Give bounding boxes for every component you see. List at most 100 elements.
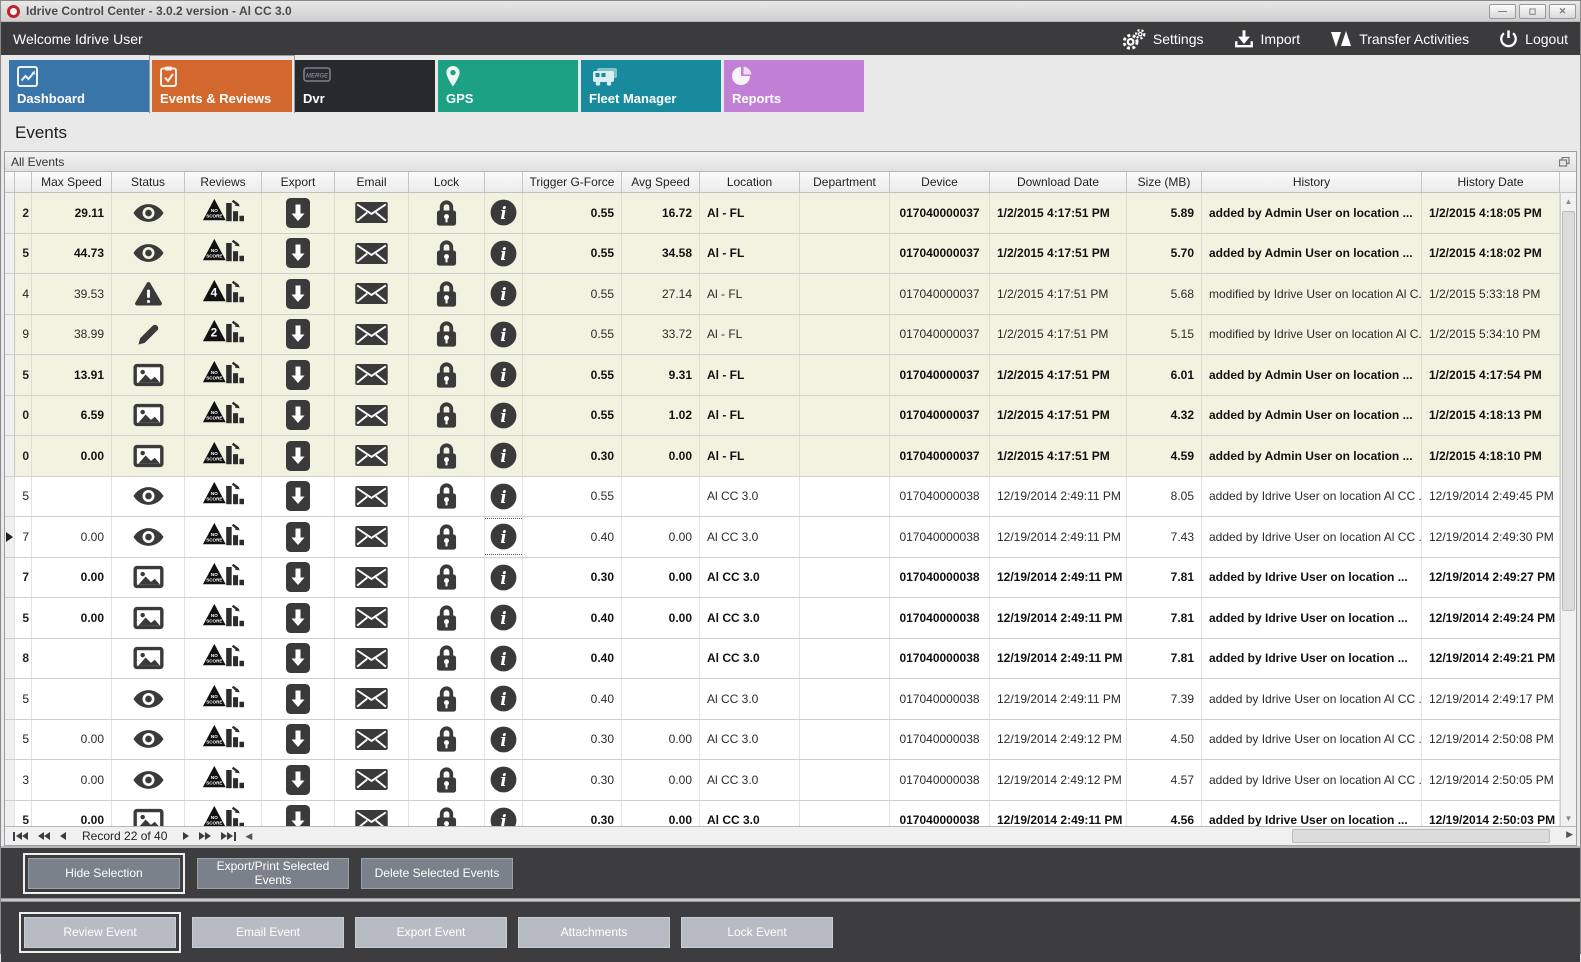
lock-icon[interactable]: [436, 442, 457, 470]
lock-icon[interactable]: [436, 482, 457, 510]
close-button[interactable]: ✕: [1549, 3, 1576, 19]
export-icon[interactable]: [286, 643, 310, 674]
table-row[interactable]: 7 0.00 NO SCORE i 0.30 0.00 Al CC 3.0 0170400000…: [5, 557, 1560, 598]
table-row[interactable]: 5 NO SCORE i 0.40 Al CC 3.0 017040000038 12/19/…: [5, 679, 1560, 720]
tab-dvr[interactable]: MERGE Dvr: [295, 60, 435, 112]
horizontal-scroll-thumb[interactable]: [1292, 829, 1550, 843]
next-page-button[interactable]: [195, 827, 215, 845]
email-icon[interactable]: [355, 566, 388, 588]
table-row[interactable]: 0 0.00 NO SCORE i 0.30 0.00 Al - FL 017040000037…: [5, 436, 1560, 477]
lock-icon[interactable]: [436, 563, 457, 591]
tab-dashboard[interactable]: Dashboard: [9, 60, 149, 112]
maximize-button[interactable]: ◻: [1519, 3, 1546, 19]
hide-selection-button[interactable]: Hide Selection: [28, 857, 180, 889]
export-print-selected-events-button[interactable]: Export/Print Selected Events: [197, 857, 349, 889]
review-event-button[interactable]: Review Event: [24, 916, 176, 948]
email-icon[interactable]: [355, 283, 388, 305]
info-icon[interactable]: i: [490, 807, 517, 826]
export-icon[interactable]: [286, 562, 310, 593]
email-icon[interactable]: [355, 202, 388, 224]
column-header-max_speed[interactable]: Max Speed: [32, 172, 112, 192]
export-icon[interactable]: [286, 481, 310, 512]
export-icon[interactable]: [286, 683, 310, 714]
export-icon[interactable]: [286, 440, 310, 471]
export-icon[interactable]: [286, 238, 310, 269]
first-record-button[interactable]: [9, 827, 32, 845]
column-header-email[interactable]: Email: [335, 172, 409, 192]
email-icon[interactable]: [355, 445, 388, 467]
email-icon[interactable]: [355, 242, 388, 264]
lock-icon[interactable]: [436, 199, 457, 227]
export-icon[interactable]: [286, 764, 310, 795]
info-icon[interactable]: i: [490, 240, 517, 267]
lock-icon[interactable]: [436, 604, 457, 632]
email-icon[interactable]: [355, 728, 388, 750]
hscroll-right-icon[interactable]: ▶: [1566, 829, 1573, 839]
prev-page-button[interactable]: [34, 827, 54, 845]
scroll-down-icon[interactable]: ▼: [1564, 813, 1573, 823]
column-header-lock[interactable]: Lock: [409, 172, 485, 192]
info-icon[interactable]: i: [490, 523, 517, 550]
email-event-button[interactable]: Email Event: [192, 916, 344, 948]
table-row[interactable]: 2 29.11 NO SCORE i 0.55 16.72 Al - FL 0170400000…: [5, 193, 1560, 234]
export-icon[interactable]: [286, 400, 310, 431]
restore-panel-icon[interactable]: [1559, 156, 1570, 167]
column-header-export[interactable]: Export: [262, 172, 335, 192]
column-header-download_date[interactable]: Download Date: [990, 172, 1127, 192]
column-header-indicator[interactable]: [5, 172, 15, 192]
email-icon[interactable]: [355, 404, 388, 426]
info-icon[interactable]: i: [490, 483, 517, 510]
table-row[interactable]: 0 6.59 NO SCORE i 0.55 1.02 Al - FL 017040000037…: [5, 395, 1560, 436]
lock-icon[interactable]: [436, 725, 457, 753]
lock-icon[interactable]: [436, 685, 457, 713]
info-icon[interactable]: i: [490, 280, 517, 307]
info-icon[interactable]: i: [490, 645, 517, 672]
lock-event-button[interactable]: Lock Event: [681, 916, 833, 948]
table-row[interactable]: 7 0.00 NO SCORE i 0.40 0.00 Al CC 3.0 0170400000…: [5, 517, 1560, 558]
info-icon[interactable]: i: [490, 402, 517, 429]
lock-icon[interactable]: [436, 644, 457, 672]
column-header-trigger_g_force[interactable]: Trigger G-Force: [523, 172, 622, 192]
lock-icon[interactable]: [436, 320, 457, 348]
email-icon[interactable]: [355, 485, 388, 507]
delete-selected-events-button[interactable]: Delete Selected Events: [361, 857, 513, 889]
table-row[interactable]: 5 44.73 NO SCORE i 0.55 34.58 Al - FL 0170400000…: [5, 233, 1560, 274]
email-icon[interactable]: [355, 769, 388, 791]
email-icon[interactable]: [355, 364, 388, 386]
export-icon[interactable]: [286, 359, 310, 390]
hscroll-left-icon[interactable]: ◀: [245, 830, 253, 841]
export-icon[interactable]: [286, 724, 310, 755]
export-icon[interactable]: [286, 278, 310, 309]
column-header-location[interactable]: Location: [700, 172, 800, 192]
email-icon[interactable]: [355, 323, 388, 345]
info-icon[interactable]: i: [490, 361, 517, 388]
export-icon[interactable]: [286, 319, 310, 350]
email-icon[interactable]: [355, 526, 388, 548]
table-row[interactable]: 5 0.00 NO SCORE i 0.30 0.00 Al CC 3.0 0170400000…: [5, 800, 1560, 826]
column-header-department[interactable]: Department: [800, 172, 890, 192]
tab-reports[interactable]: Reports: [724, 60, 864, 112]
attachments-button[interactable]: Attachments: [518, 916, 670, 948]
next-record-button[interactable]: [179, 827, 193, 845]
scroll-up-icon[interactable]: ▲: [1564, 196, 1573, 206]
tab-events-reviews[interactable]: Events & Reviews: [149, 55, 295, 113]
column-header-status[interactable]: Status: [112, 172, 185, 192]
toolbar-action-settings[interactable]: Settings: [1121, 28, 1204, 50]
info-icon[interactable]: i: [490, 726, 517, 753]
lock-icon[interactable]: [436, 806, 457, 826]
info-icon[interactable]: i: [490, 321, 517, 348]
export-icon[interactable]: [286, 197, 310, 228]
toolbar-action-import[interactable]: Import: [1234, 28, 1300, 49]
tab-fleet-manager[interactable]: Fleet Manager: [581, 60, 721, 112]
email-icon[interactable]: [355, 647, 388, 669]
column-header-reviews[interactable]: Reviews: [185, 172, 262, 192]
info-icon[interactable]: i: [490, 604, 517, 631]
lock-icon[interactable]: [436, 401, 457, 429]
column-header-device[interactable]: Device: [890, 172, 990, 192]
prev-record-button[interactable]: [56, 827, 70, 845]
table-row[interactable]: 5 0.00 NO SCORE i 0.40 0.00 Al CC 3.0 0170400000…: [5, 598, 1560, 639]
export-event-button[interactable]: Export Event: [355, 916, 507, 948]
column-header-history[interactable]: History: [1202, 172, 1422, 192]
table-row[interactable]: 5 NO SCORE i 0.55 Al CC 3.0 017040000038 12/19/…: [5, 476, 1560, 517]
table-row[interactable]: 5 0.00 NO SCORE i 0.30 0.00 Al CC 3.0 0170400000…: [5, 719, 1560, 760]
